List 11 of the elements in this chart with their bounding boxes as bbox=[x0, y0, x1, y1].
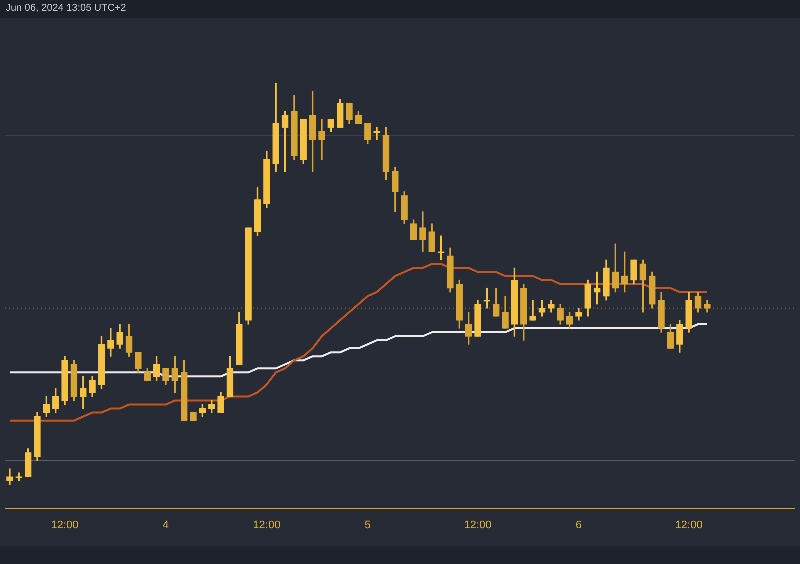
x-tick-label: 12:00 bbox=[253, 519, 281, 532]
candlestick bbox=[530, 300, 536, 321]
x-tick-label: 4 bbox=[162, 519, 170, 532]
x-tick-label: 12:00 bbox=[675, 519, 703, 532]
text: Jun 06, 2024 13:05 UTC+2 bbox=[0, 0, 800, 18]
x-tick-label: 12:00 bbox=[51, 519, 79, 532]
x-tick-label: 12:00 bbox=[464, 519, 492, 532]
candlestick bbox=[318, 119, 326, 160]
candlestick bbox=[374, 127, 380, 140]
x-tick-label: 6 bbox=[576, 519, 582, 532]
x-tick-label: 5 bbox=[364, 519, 371, 532]
